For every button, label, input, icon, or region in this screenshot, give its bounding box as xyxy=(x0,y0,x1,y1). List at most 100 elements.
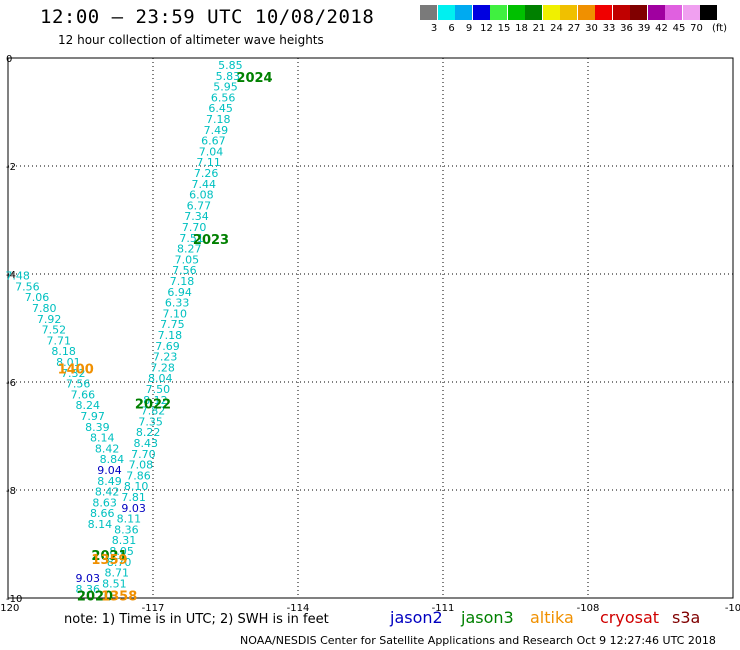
color-swatch xyxy=(437,5,455,20)
color-scale-label: 27 xyxy=(567,23,581,34)
y-tick-label: 0 xyxy=(6,54,12,65)
legend-item-jason3: jason3 xyxy=(461,608,514,627)
swh-value-label: 7.75 xyxy=(160,318,185,331)
color-scale-label: 45 xyxy=(672,23,686,34)
color-scale-label: 39 xyxy=(637,23,651,34)
swh-value-label: 8.36 xyxy=(114,523,139,536)
swh-value-label: 8.70 xyxy=(107,556,132,569)
color-swatch xyxy=(577,5,595,20)
track-time-label: 2021 xyxy=(91,549,127,564)
swh-value-label: 8.18 xyxy=(51,345,76,358)
swh-value-label: 7.18 xyxy=(158,329,183,342)
y-tick-label: -4 xyxy=(6,270,16,281)
x-tick-label: -10 xyxy=(725,603,740,614)
page-subtitle: 12 hour collection of altimeter wave hei… xyxy=(58,33,324,47)
legend-item-cryosat: cryosat xyxy=(600,608,660,627)
color-scale-label: 30 xyxy=(585,23,598,34)
swh-value-label: 8.36 xyxy=(76,583,101,596)
swh-value-label: 6.94 xyxy=(167,286,192,299)
swh-value-label: 8.04 xyxy=(148,372,173,385)
legend-item-jason2: jason2 xyxy=(390,608,443,627)
swh-value-label: 5.83 xyxy=(216,70,241,83)
swh-value-label: 8.43 xyxy=(134,437,159,450)
color-scale-label: 21 xyxy=(532,23,546,34)
swh-value-label: 7.82 xyxy=(141,405,166,418)
track-time-label: 1358 xyxy=(101,589,137,604)
swh-value-label: 7.23 xyxy=(153,351,178,364)
swh-value-label: 7.70 xyxy=(131,448,156,461)
color-swatch xyxy=(542,5,560,20)
swh-value-label: 7.66 xyxy=(71,388,96,401)
swh-value-label: 7.70 xyxy=(182,221,207,234)
swh-value-label: 7.26 xyxy=(194,167,219,180)
swh-value-label: 8.42 xyxy=(95,442,120,455)
plot-frame xyxy=(7,57,734,599)
swh-value-label: 8.12 xyxy=(143,394,168,407)
track-time-label: 1400 xyxy=(58,363,94,378)
swh-value-label: 8.31 xyxy=(112,534,137,547)
swh-value-label: 9.03 xyxy=(121,502,146,515)
swh-value-label: 7.50 xyxy=(146,383,171,396)
y-tick-label: -10 xyxy=(6,594,22,605)
track-time-label: 2024 xyxy=(236,71,272,86)
swh-value-label: 8.22 xyxy=(136,426,161,439)
swh-value-label: 7.49 xyxy=(204,124,229,137)
color-scale-unit: (ft) xyxy=(712,23,728,34)
y-tick-label: -2 xyxy=(6,162,16,173)
swh-value-label: 8.39 xyxy=(85,421,110,434)
swh-value-label: 8.49 xyxy=(97,475,122,488)
swh-value-label: 6.08 xyxy=(189,189,214,202)
color-scale-label: 3 xyxy=(430,23,438,34)
swh-value-label: 9.04 xyxy=(97,464,122,477)
swh-value-label: 8.51 xyxy=(102,577,127,590)
x-tick-label: -117 xyxy=(142,603,165,614)
swh-value-label: 6.56 xyxy=(211,91,236,104)
color-swatch xyxy=(490,5,507,20)
swh-value-label: 6.67 xyxy=(201,135,226,148)
swh-value-label: 6.45 xyxy=(208,102,233,115)
color-scale-label: 42 xyxy=(655,23,668,34)
swh-value-label: 7.52 xyxy=(42,324,67,337)
color-swatch xyxy=(700,5,717,20)
color-scale-label: 70 xyxy=(690,23,703,34)
swh-value-label: 7.28 xyxy=(150,361,175,374)
swh-value-label: 7.08 xyxy=(129,459,154,472)
color-swatch xyxy=(525,5,542,20)
swh-value-label: 9.03 xyxy=(76,572,101,585)
swh-value-label: 8.71 xyxy=(105,567,130,580)
y-tick-label: -8 xyxy=(6,486,16,497)
swh-value-label: 7.56 xyxy=(66,378,91,391)
color-scale-label: 9 xyxy=(465,23,473,34)
swh-value-label: 7.81 xyxy=(121,491,146,504)
color-scale-label: 18 xyxy=(515,23,528,34)
color-swatch xyxy=(420,5,437,20)
swh-value-label: 7.34 xyxy=(184,210,209,223)
swh-value-label: 7.51 xyxy=(179,232,204,245)
color-swatch xyxy=(612,5,630,20)
color-swatch xyxy=(647,5,665,20)
swh-value-label: 8.63 xyxy=(92,496,117,509)
swh-value-label: 7.97 xyxy=(80,410,105,423)
swh-value-label: 7.80 xyxy=(32,302,57,315)
color-swatch xyxy=(507,5,525,20)
x-tick-label: -111 xyxy=(432,603,455,614)
swh-value-label: 7.32 xyxy=(61,367,86,380)
swh-value-label: 7.69 xyxy=(155,340,180,353)
units-note: note: 1) Time is in UTC; 2) SWH is in fe… xyxy=(64,612,329,627)
color-swatch xyxy=(455,5,472,20)
swh-value-label: 7.56 xyxy=(15,280,40,293)
legend-item-altika: altika xyxy=(530,608,574,627)
color-swatch xyxy=(630,5,647,20)
track-time-label: 2023 xyxy=(193,233,229,248)
swh-value-label: 8.42 xyxy=(95,486,120,499)
swh-value-label: 7.05 xyxy=(175,253,200,266)
color-scale-label: 33 xyxy=(602,23,616,34)
track-time-label: 2022 xyxy=(135,398,171,413)
swh-value-label: 7.04 xyxy=(199,145,224,158)
swh-value-label: 8.05 xyxy=(109,545,134,558)
swh-value-label: 8.14 xyxy=(90,432,115,445)
color-swatch xyxy=(472,5,490,20)
swh-value-label: 7.11 xyxy=(196,156,221,169)
page-title: 12:00 – 23:59 UTC 10/08/2018 xyxy=(40,6,375,28)
